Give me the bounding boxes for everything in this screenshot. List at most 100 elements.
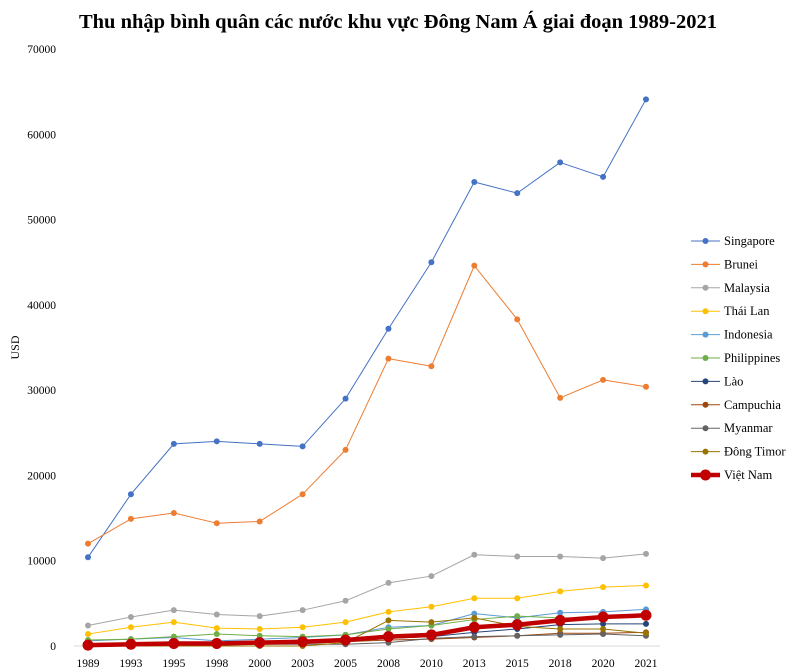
y-tick-label: 50000 <box>27 215 56 227</box>
y-tick-label: 60000 <box>27 129 56 141</box>
data-point <box>643 96 649 103</box>
data-point <box>127 515 134 522</box>
legend-item-brunei: Brunei <box>691 257 759 271</box>
series-thai-lan <box>85 582 649 638</box>
data-point <box>256 625 263 632</box>
series-singapore <box>85 96 649 561</box>
data-point <box>342 597 349 604</box>
data-point <box>428 603 435 610</box>
x-tick-label: 2003 <box>291 658 314 670</box>
legend-label: Campuchia <box>724 398 781 412</box>
data-point <box>385 355 392 362</box>
data-point <box>600 173 607 180</box>
data-point <box>297 636 309 648</box>
series-line <box>87 99 647 558</box>
x-tick-label: 2021 <box>635 658 658 670</box>
legend-item-malaysia: Malaysia <box>691 281 770 295</box>
y-tick-labels: 0 10000 20000 30000 40000 50000 60000 70000 <box>27 44 56 653</box>
x-tick-label: 2008 <box>377 658 400 670</box>
data-point <box>170 509 177 516</box>
x-tick-label: 2000 <box>248 658 271 670</box>
series-malaysia <box>85 550 649 629</box>
data-point <box>514 316 521 323</box>
legend-label: Việt Nam <box>724 468 772 482</box>
data-point <box>170 607 177 614</box>
data-point <box>471 614 478 621</box>
legend-label: Singapore <box>724 234 775 248</box>
data-point <box>340 634 352 646</box>
legend-swatch-marker <box>702 238 709 244</box>
data-point <box>254 637 266 649</box>
legend-item-philippines: Philippines <box>691 351 780 365</box>
data-point <box>557 394 564 401</box>
data-point <box>514 595 521 602</box>
legend-item-campuchia: Campuchia <box>691 398 781 412</box>
series-line <box>87 613 647 648</box>
data-point <box>299 443 306 450</box>
data-point <box>170 619 177 626</box>
data-point <box>514 190 521 197</box>
legend-label: Lào <box>724 374 743 388</box>
series-line <box>87 584 647 635</box>
series-line <box>87 553 647 627</box>
data-point <box>342 395 349 402</box>
series-line <box>88 617 647 647</box>
legend-item-indonesia: Indonesia <box>691 328 773 342</box>
data-point <box>428 573 435 580</box>
data-point <box>168 637 180 649</box>
legend: Singapore Brunei Malaysia Thái Lan Indonesia… <box>691 234 786 482</box>
data-point <box>256 518 263 525</box>
data-point <box>342 446 349 453</box>
legend-item-lao: Lào <box>691 374 743 388</box>
legend-swatch-marker <box>702 378 709 385</box>
data-point <box>428 259 435 266</box>
data-point <box>342 619 349 626</box>
data-point <box>127 614 134 621</box>
data-point <box>597 611 609 623</box>
data-point <box>471 610 478 617</box>
y-tick-label: 20000 <box>27 470 56 482</box>
y-tick-label: 10000 <box>27 556 56 568</box>
data-point <box>600 584 607 591</box>
y-tick-label: 30000 <box>27 385 56 397</box>
x-tick-label: 2010 <box>420 658 443 670</box>
data-point <box>428 363 435 370</box>
legend-label: Philippines <box>724 351 780 365</box>
data-point <box>557 631 564 638</box>
data-point <box>213 625 220 632</box>
data-point <box>557 553 564 560</box>
legend-label: Thái Lan <box>724 304 770 318</box>
data-point <box>554 614 566 626</box>
y-axis-label: USD <box>8 335 22 359</box>
data-point <box>643 582 649 589</box>
x-tick-label: 1998 <box>205 658 228 670</box>
data-point <box>514 632 521 639</box>
data-point <box>170 633 177 640</box>
data-point <box>385 608 392 615</box>
legend-swatch-marker <box>702 261 709 268</box>
data-point <box>211 637 223 649</box>
x-tick-label: 2018 <box>549 658 572 670</box>
y-tick-label: 40000 <box>27 300 56 312</box>
data-point <box>127 491 134 498</box>
data-point <box>382 631 394 643</box>
data-point <box>514 613 521 620</box>
x-tick-labels: 1989 1993 1995 1998 2000 2003 2005 2008 2010 2013… <box>77 658 658 670</box>
data-point <box>213 438 220 445</box>
legend-label: Indonesia <box>724 328 773 342</box>
data-point <box>85 554 91 561</box>
legend-item-singapore: Singapore <box>691 234 775 248</box>
data-point <box>600 555 607 562</box>
data-point <box>385 625 392 632</box>
data-point <box>600 376 607 383</box>
data-point <box>428 619 435 626</box>
legend-item-myanmar: Myanmar <box>691 421 773 435</box>
data-point <box>511 619 523 631</box>
data-point <box>299 491 306 498</box>
data-point <box>213 611 220 618</box>
x-tick-label: 1993 <box>119 658 142 670</box>
data-point <box>471 179 478 186</box>
data-point <box>557 625 564 632</box>
data-point <box>643 620 649 627</box>
